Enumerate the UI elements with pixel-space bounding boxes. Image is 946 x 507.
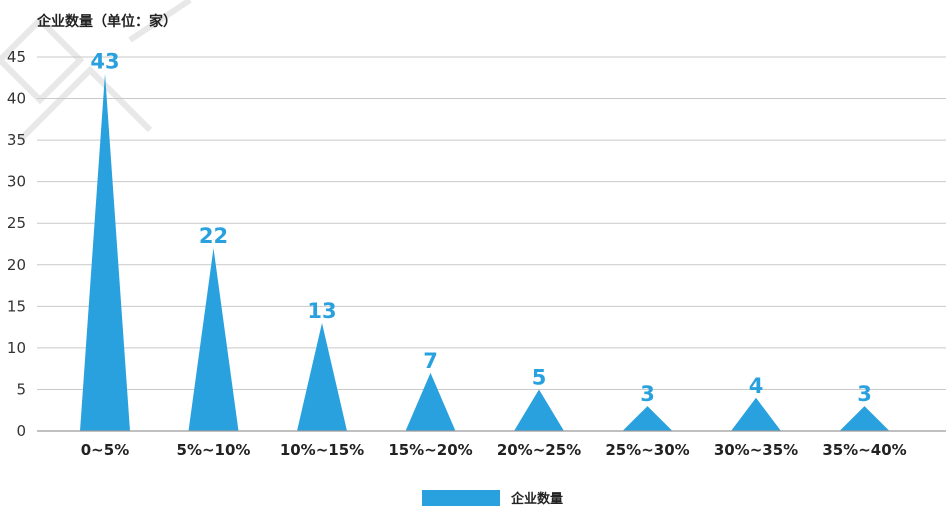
data-label: 7 bbox=[423, 349, 438, 373]
x-tick-label: 35%~40% bbox=[822, 441, 906, 459]
y-tick-label: 30 bbox=[7, 173, 26, 191]
data-peak bbox=[514, 389, 564, 431]
data-peak bbox=[188, 248, 239, 431]
x-tick-label: 0~5% bbox=[81, 441, 129, 459]
data-label: 5 bbox=[532, 365, 547, 389]
data-peak bbox=[297, 322, 347, 431]
data-label: 3 bbox=[640, 382, 655, 406]
data-label: 4 bbox=[749, 374, 764, 398]
y-tick-label: 25 bbox=[7, 214, 26, 232]
data-peak bbox=[622, 406, 673, 431]
data-label: 43 bbox=[90, 50, 119, 74]
y-axis-title: 企业数量（单位：家） bbox=[36, 13, 177, 30]
y-axis-ticks: 0 5 10 15 20 25 30 35 40 45 bbox=[7, 48, 26, 440]
legend-label: 企业数量 bbox=[510, 491, 563, 507]
x-tick-label: 25%~30% bbox=[605, 441, 689, 459]
y-tick-label: 45 bbox=[7, 48, 26, 66]
y-tick-label: 15 bbox=[7, 297, 26, 315]
y-tick-label: 35 bbox=[7, 131, 26, 149]
x-tick-label: 5%~10% bbox=[177, 441, 251, 459]
watermark-decoration bbox=[0, 0, 192, 143]
y-tick-label: 5 bbox=[16, 380, 26, 398]
data-peak bbox=[80, 73, 130, 431]
y-tick-label: 10 bbox=[7, 339, 26, 357]
legend: 企业数量 bbox=[422, 490, 563, 507]
y-tick-label: 20 bbox=[7, 256, 26, 274]
data-label: 22 bbox=[199, 224, 228, 248]
x-tick-label: 15%~20% bbox=[388, 441, 472, 459]
data-label: 3 bbox=[857, 382, 872, 406]
data-peaks bbox=[80, 73, 890, 431]
x-axis-ticks: 0~5% 5%~10% 10%~15% 15%~20% 20%~25% 25%~30% 30… bbox=[81, 441, 907, 459]
gridlines bbox=[37, 56, 946, 390]
y-tick-label: 40 bbox=[7, 90, 26, 108]
x-tick-label: 10%~15% bbox=[280, 441, 364, 459]
data-peak bbox=[731, 397, 781, 431]
x-tick-label: 30%~35% bbox=[714, 441, 798, 459]
y-tick-label: 0 bbox=[16, 422, 26, 440]
data-label: 13 bbox=[307, 299, 336, 323]
data-peak bbox=[405, 372, 456, 431]
data-peak bbox=[839, 406, 890, 431]
legend-swatch bbox=[422, 490, 500, 506]
x-tick-label: 20%~25% bbox=[497, 441, 581, 459]
